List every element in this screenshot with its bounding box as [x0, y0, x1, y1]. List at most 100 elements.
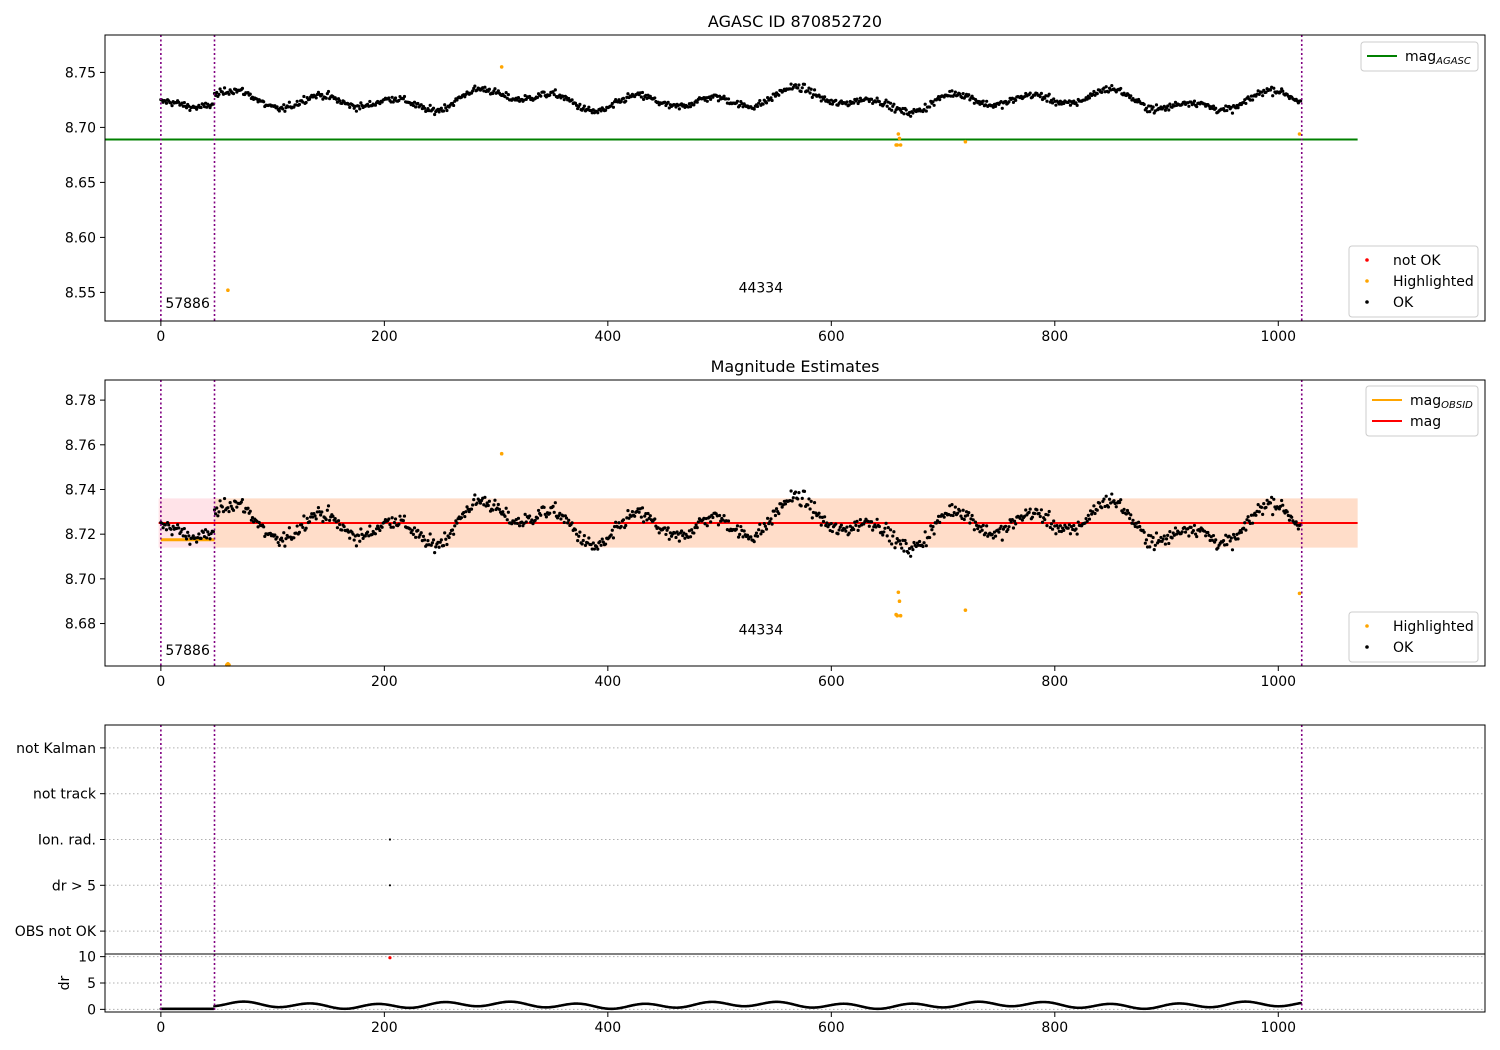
ok-point [1173, 526, 1178, 530]
legend-bottom [1348, 245, 1479, 318]
dr-panel: dr 0 5 10 0 200 400 600 800 1000 [57, 950, 1486, 1036]
ok-point [796, 497, 800, 501]
ok-point [287, 100, 291, 104]
ok-point [358, 107, 362, 111]
ok-point [393, 96, 398, 100]
ok-point [1074, 527, 1078, 531]
legend-marker [1365, 300, 1369, 304]
ok-point [1090, 512, 1094, 516]
y-tick-label: 8.60 [65, 230, 96, 246]
ok-point [770, 522, 774, 526]
ok-point [909, 114, 913, 118]
ok-point [421, 534, 426, 539]
ok-point [577, 534, 581, 538]
ok-point [453, 524, 457, 528]
ok-point [1043, 518, 1047, 522]
ok-point [590, 547, 594, 551]
ok-point [735, 99, 740, 103]
ok-point [450, 528, 455, 532]
ok-point [980, 528, 984, 532]
ok-point [397, 522, 401, 526]
highlighted-point [963, 608, 968, 612]
ok-point [559, 517, 563, 521]
ok-point [1151, 105, 1155, 109]
ok-point [852, 527, 856, 532]
ok-point [935, 519, 940, 523]
highlighted-point [897, 599, 902, 603]
x-tick-label: 200 [371, 329, 398, 345]
ok-point [319, 513, 323, 517]
ok-point [583, 543, 588, 547]
ok-point [711, 515, 715, 520]
ok-point [1166, 104, 1170, 108]
ok-point [220, 90, 224, 94]
ok-point [368, 99, 372, 104]
ok-point [286, 105, 290, 109]
ok-point [1076, 520, 1080, 524]
ok-point [1221, 538, 1226, 543]
ok-point [439, 538, 443, 542]
ok-point [221, 510, 226, 514]
ok-point [978, 530, 982, 534]
ok-point [1204, 534, 1208, 538]
ok-point [968, 521, 972, 525]
ok-point [762, 521, 766, 526]
ok-point [1100, 90, 1104, 94]
ok-point [412, 526, 417, 530]
ok-point [528, 514, 532, 518]
ok-point [958, 509, 962, 513]
ok-point [445, 542, 449, 547]
ok-point [705, 524, 709, 528]
ok-point [263, 534, 267, 539]
ok-point [1137, 520, 1141, 524]
x-tick-label: 0 [156, 1020, 165, 1036]
ok-point [845, 100, 849, 104]
ok-point [551, 504, 555, 508]
ok-point [1180, 530, 1184, 534]
ok-point [633, 514, 637, 518]
ok-point [1107, 497, 1112, 501]
ok-point [248, 92, 252, 96]
ok-point [1198, 529, 1202, 533]
ok-point [581, 538, 585, 543]
ok-point [1229, 105, 1233, 109]
ok-point [807, 497, 811, 501]
x-tick-label: 800 [1041, 329, 1068, 345]
ok-point [1144, 106, 1149, 110]
ok-point [716, 523, 721, 527]
ok-point [604, 542, 608, 546]
ok-point [562, 520, 566, 525]
ok-point [917, 539, 922, 544]
ok-point [630, 510, 635, 514]
ok-point [1261, 94, 1265, 98]
y-tick-label: 8.75 [65, 65, 96, 81]
ok-point [912, 540, 916, 545]
ok-point [1148, 545, 1152, 549]
ok-point [205, 536, 209, 540]
ok-point [1104, 494, 1108, 498]
ok-point [1246, 515, 1250, 519]
ok-point [821, 519, 826, 524]
ok-point [735, 524, 740, 528]
ok-point [504, 506, 508, 510]
ok-point [1000, 106, 1004, 110]
ok-point [471, 89, 475, 93]
ok-point [1168, 530, 1172, 534]
ok-point [354, 544, 359, 548]
ok-point [595, 545, 599, 549]
ok-point [855, 519, 859, 523]
ok-point [1192, 523, 1197, 528]
ok-point [823, 515, 827, 519]
ok-point [1167, 541, 1171, 546]
ok-point [586, 541, 590, 545]
ok-point [887, 539, 892, 543]
ok-point [830, 102, 835, 106]
ok-point [578, 102, 582, 107]
ok-point [328, 518, 332, 522]
ok-point [387, 96, 391, 100]
ok-point [858, 518, 862, 522]
ok-point [741, 535, 745, 539]
ok-point [1027, 510, 1031, 514]
ok-point [910, 545, 914, 549]
ok-point [553, 501, 557, 505]
